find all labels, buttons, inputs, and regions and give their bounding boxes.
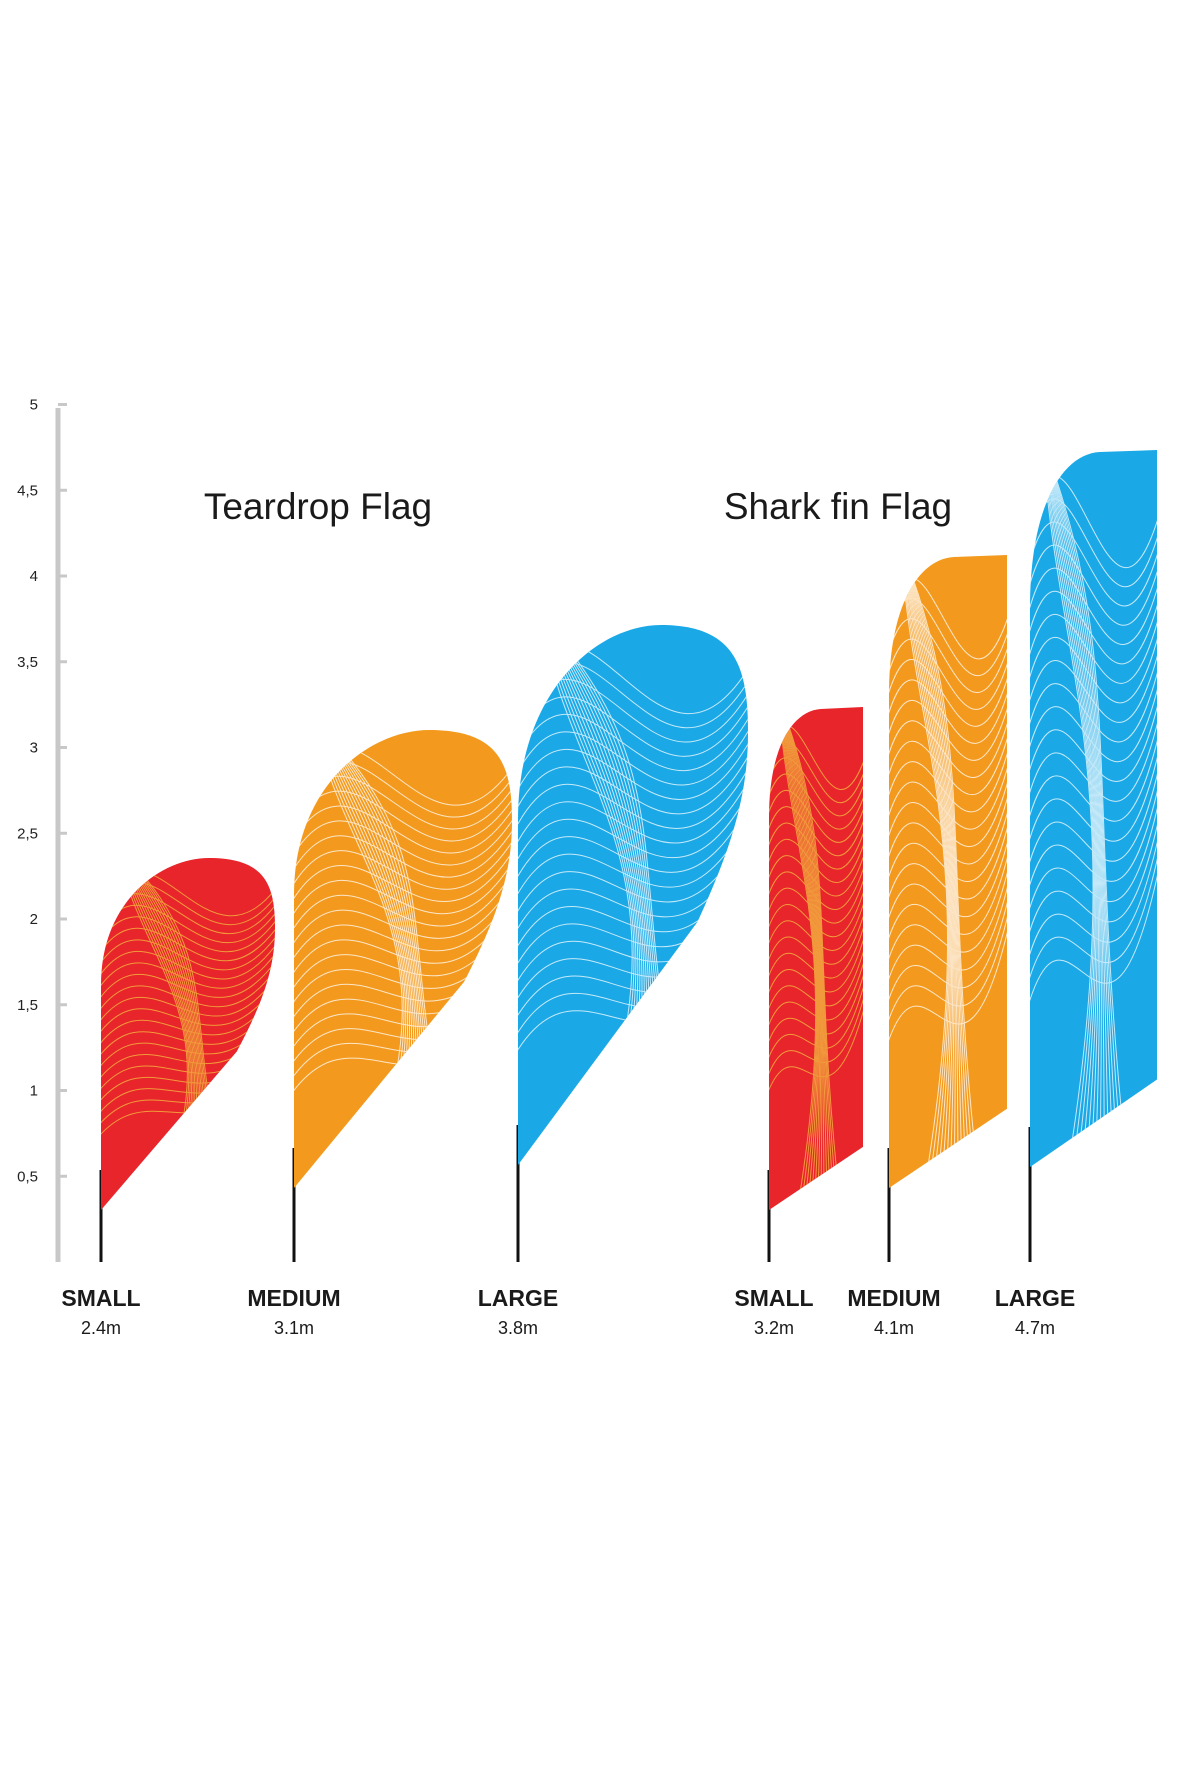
size-height: 4.1m [874, 1318, 914, 1338]
teardrop-flag-small [99, 858, 275, 1262]
size-name: MEDIUM [847, 1285, 940, 1311]
teardrop-large-caption: LARGE 3.8m [478, 1285, 559, 1338]
scale-tick-label: 1,5 [17, 997, 38, 1014]
size-height: 3.1m [274, 1318, 314, 1338]
size-height: 4.7m [1015, 1318, 1055, 1338]
size-name: SMALL [734, 1285, 813, 1311]
teardrop-flag-large [516, 625, 748, 1262]
sharkfin-group-title: Shark fin Flag [724, 486, 952, 527]
scale-tick-label: 4,5 [17, 482, 38, 499]
scale-tick-label: 3 [30, 740, 38, 757]
scale-tick-label: 2 [30, 911, 38, 928]
scale-tick-label: 5 [30, 397, 38, 414]
scale-tick-label: 4 [30, 568, 38, 585]
sharkfin-small-caption: SMALL 3.2m [734, 1285, 813, 1338]
size-height: 3.8m [498, 1318, 538, 1338]
size-name: LARGE [995, 1285, 1076, 1311]
flags-layer [99, 450, 1157, 1262]
size-name: LARGE [478, 1285, 559, 1311]
teardrop-flag-medium [292, 730, 512, 1262]
scale-tick-label: 1 [30, 1083, 38, 1100]
sharkfin-medium-caption: MEDIUM 4.1m [847, 1285, 940, 1338]
size-name: SMALL [61, 1285, 140, 1311]
size-height: 2.4m [81, 1318, 121, 1338]
sharkfin-flag-large [1028, 450, 1157, 1262]
teardrop-group-title: Teardrop Flag [204, 486, 432, 527]
sharkfin-flag-small [767, 707, 863, 1262]
scale-tick-label: 3,5 [17, 654, 38, 671]
scale-tick-label: 2,5 [17, 825, 38, 842]
height-scale: 0,5 1 1,5 2 2,5 3 3,5 4 4,5 5 [17, 397, 67, 1262]
size-name: MEDIUM [247, 1285, 340, 1311]
sharkfin-large-caption: LARGE 4.7m [995, 1285, 1076, 1338]
teardrop-medium-caption: MEDIUM 3.1m [247, 1285, 340, 1338]
size-height: 3.2m [754, 1318, 794, 1338]
flag-swirl-pattern [1030, 450, 1157, 1167]
sharkfin-flag-medium [887, 555, 1007, 1262]
teardrop-small-caption: SMALL 2.4m [61, 1285, 140, 1338]
scale-ticks: 0,5 1 1,5 2 2,5 3 3,5 4 4,5 5 [17, 397, 67, 1185]
flag-swirl-pattern [769, 707, 863, 1210]
scale-tick-label: 0,5 [17, 1168, 38, 1185]
